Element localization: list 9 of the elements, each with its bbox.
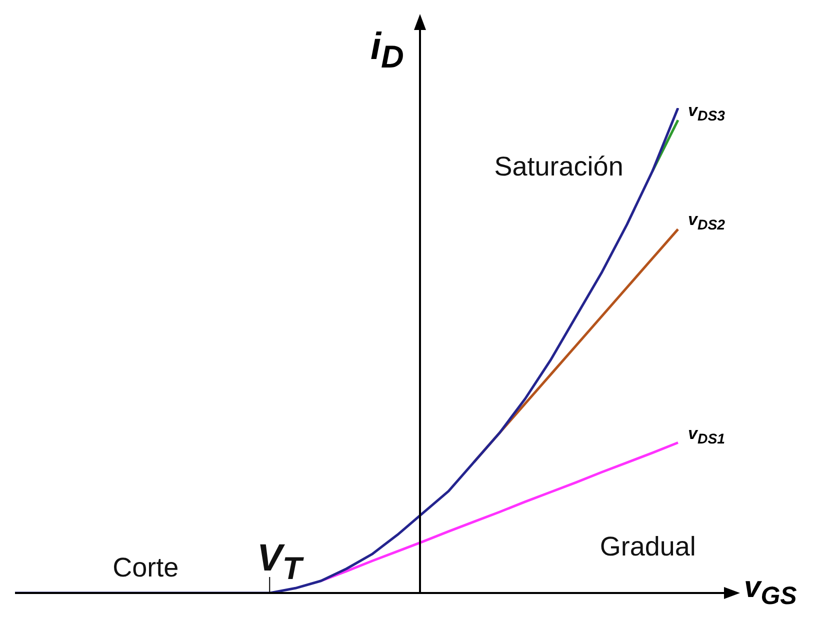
annotation: Corte bbox=[112, 552, 179, 582]
series-label: v$_{DS2}$ bbox=[688, 210, 726, 234]
series-label: v$_{DS3}$ bbox=[688, 101, 726, 125]
annotation: Gradual bbox=[600, 531, 696, 562]
annotation: Saturación bbox=[494, 152, 624, 182]
series-label: v$_{DS1}$ bbox=[688, 424, 726, 448]
annotation: V$_{T}$ bbox=[256, 537, 302, 586]
x-axis-title: v$_{GS}$ bbox=[744, 571, 797, 610]
y-axis-title: i$_{D}$ bbox=[370, 26, 404, 75]
